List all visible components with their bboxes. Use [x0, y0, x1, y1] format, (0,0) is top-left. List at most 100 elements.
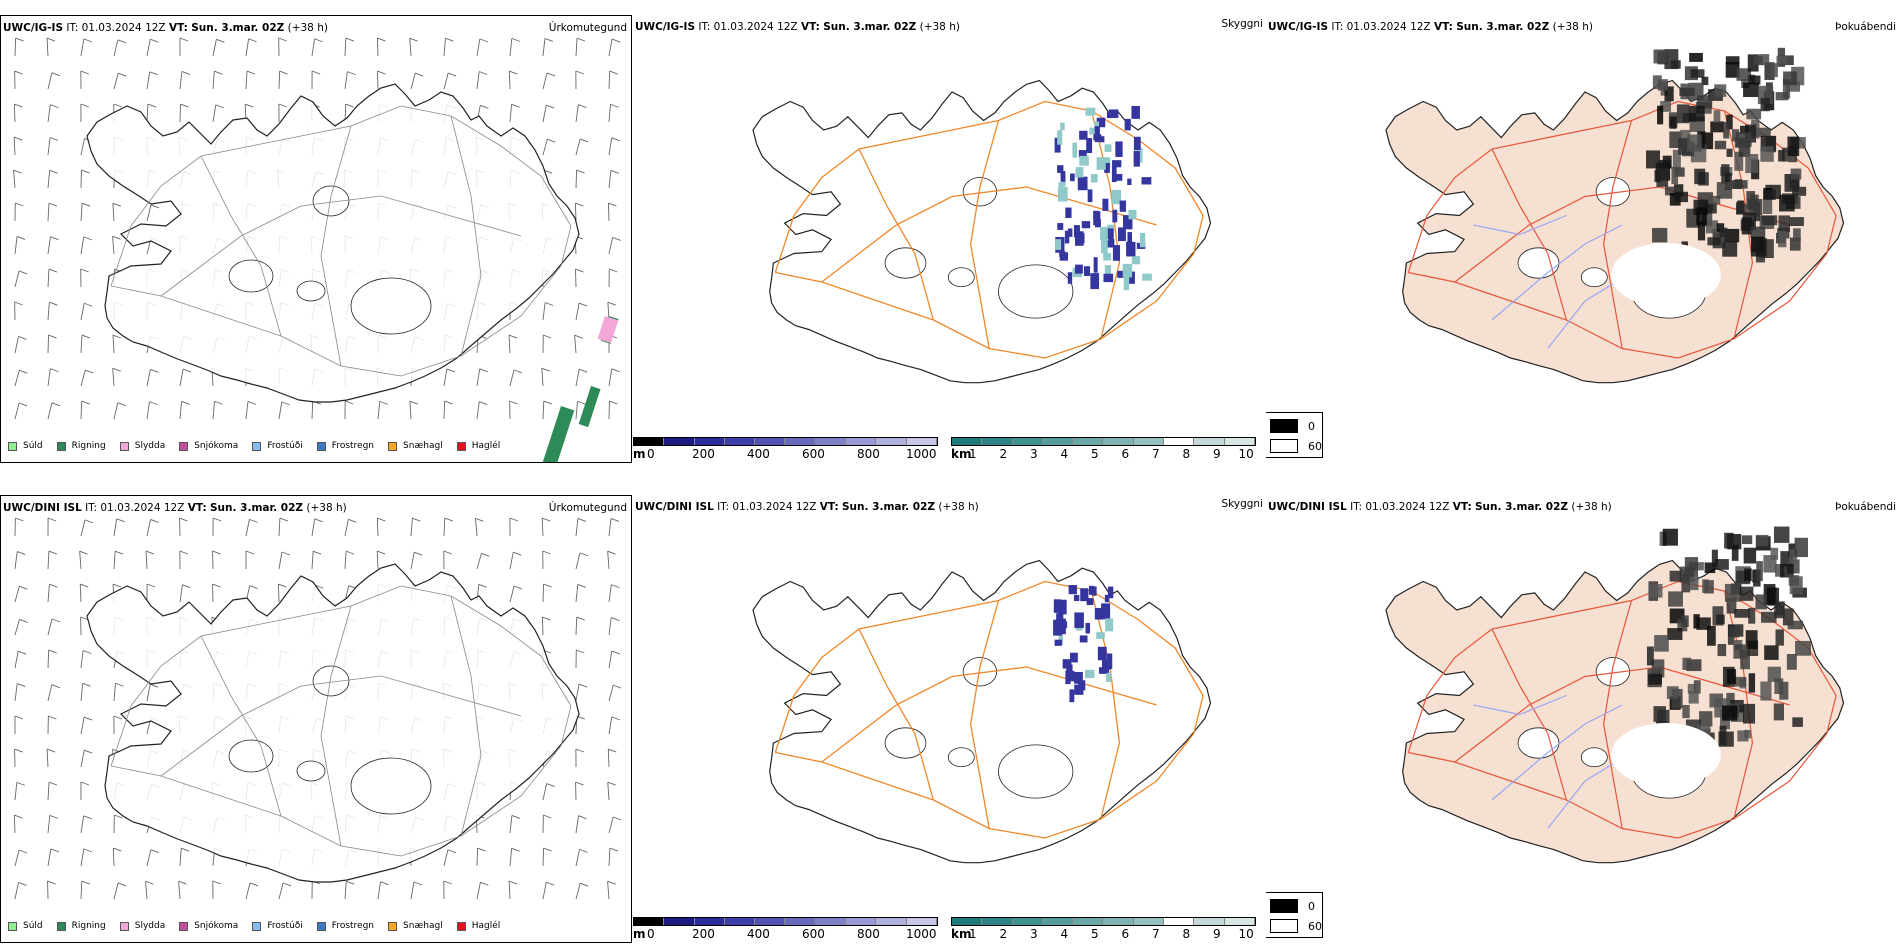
fog-cell — [1748, 673, 1756, 693]
wind-barb — [278, 71, 281, 90]
colorbar-segment — [1224, 918, 1255, 925]
fog-cell — [1726, 148, 1733, 157]
fog-cell — [1682, 704, 1690, 719]
fog-cell — [1660, 101, 1671, 112]
wind-barb — [47, 269, 50, 288]
wind-barb-flag — [607, 781, 616, 786]
wind-barb-flag — [380, 881, 389, 886]
low-visibility-cell — [1112, 245, 1121, 261]
fog-cell — [1731, 129, 1740, 142]
wind-barb-flag — [579, 848, 588, 853]
colorbar-unit: m — [633, 447, 646, 461]
fog-label: 60 — [1308, 439, 1322, 453]
wind-barb — [112, 848, 115, 867]
wind-barb-flag — [578, 683, 588, 688]
wind-barb — [14, 849, 20, 867]
wind-barb-flag — [117, 402, 126, 407]
low-visibility-cell — [1067, 272, 1073, 284]
wind-barb-flag — [345, 37, 354, 42]
wind-barb-flag — [607, 301, 617, 306]
wind-barb-flag — [278, 103, 288, 108]
precip-legend: Súld Rigning Slydda Snjókoma Frostúði Frostre… — [8, 921, 514, 931]
low-visibility-cell — [1085, 622, 1091, 634]
glacier-outline — [312, 665, 350, 697]
fog-cell — [1740, 649, 1750, 670]
fog-cell — [1648, 583, 1663, 598]
wind-barb-flag — [377, 517, 386, 522]
wind-barb — [607, 782, 610, 801]
wind-barb-flag — [14, 715, 24, 720]
fog-cell — [1739, 586, 1754, 601]
wind-barb — [541, 368, 544, 387]
colorbar-tick: 200 — [692, 447, 715, 461]
wind-barb — [443, 38, 446, 57]
road-line — [320, 125, 352, 367]
fog-cell — [1755, 594, 1767, 610]
low-visibility-cell — [1083, 266, 1091, 277]
fog-cell — [1694, 168, 1706, 185]
glacier-outline — [1595, 657, 1631, 687]
fog-cell — [1690, 69, 1705, 78]
panel-header: UWC/IG-IS IT: 01.03.2024 12Z VT: Sun. 3.… — [635, 21, 960, 34]
wind-barb-flag — [543, 814, 552, 819]
wind-barb-flag — [113, 103, 122, 108]
wind-barb-flag — [480, 104, 489, 109]
fog-swatch — [1270, 899, 1298, 913]
wind-barb-flag — [118, 72, 127, 77]
fog-legend-row: 60 — [1270, 439, 1322, 453]
vt-label: VT: — [1452, 501, 1472, 513]
wind-barb — [608, 848, 611, 867]
wind-barb-flag — [579, 368, 588, 373]
wind-barb-flag — [81, 880, 90, 885]
fog-cell — [1780, 55, 1794, 66]
fog-cell — [1688, 691, 1699, 704]
wind-barb-flag — [48, 649, 57, 654]
wind-barb — [608, 816, 614, 834]
fog-cell — [1792, 186, 1807, 196]
fog-cell — [1654, 635, 1669, 652]
low-visibility-cell — [1128, 209, 1137, 220]
colorbar-tick: 9 — [1213, 927, 1221, 941]
low-visibility-cell — [1112, 209, 1118, 223]
low-visibility-cell — [1115, 141, 1123, 157]
fog-cell — [1714, 140, 1727, 150]
wind-barb — [509, 585, 515, 603]
wind-barb — [146, 684, 151, 702]
fog-cell — [1789, 237, 1801, 251]
wind-barb-flag — [50, 236, 59, 241]
wind-barb-flag — [249, 882, 259, 887]
wind-barb — [80, 881, 83, 900]
fog-cell — [1724, 583, 1741, 602]
fog-cell — [1714, 84, 1727, 97]
wind-barb-flag — [150, 204, 160, 209]
wind-barb-flag — [18, 882, 27, 886]
fog-cell — [1792, 717, 1803, 727]
wind-barb-flag — [246, 70, 256, 75]
colorbar-segment — [1042, 918, 1074, 925]
colorbar-unit: km — [951, 927, 972, 941]
wind-barb — [509, 369, 515, 387]
wind-barb — [47, 618, 53, 636]
colorbar-tick: 400 — [747, 447, 770, 461]
wind-barb-flag — [19, 585, 28, 590]
fog-cell — [1760, 97, 1770, 112]
wind-barb-flag — [577, 517, 587, 522]
wind-barb-flag — [83, 815, 92, 820]
wind-barb — [377, 71, 379, 90]
lead-time: (+38 h) — [306, 502, 347, 514]
wind-barb-flag — [609, 268, 618, 273]
fog-label: 0 — [1308, 899, 1315, 913]
fog-cell — [1747, 126, 1757, 136]
vt-value: Sun. 3.mar. 02Z — [823, 21, 917, 33]
low-visibility-cell — [1100, 226, 1109, 241]
wind-barb-flag — [84, 749, 93, 754]
wind-barb — [410, 881, 415, 900]
wind-barb — [47, 137, 51, 156]
wind-barb — [476, 848, 479, 867]
wind-barb — [80, 369, 86, 387]
wind-barb — [344, 38, 347, 57]
legend-label: Frostúði — [267, 921, 303, 931]
wind-barb-flag — [49, 814, 58, 819]
road-line — [200, 155, 282, 337]
wind-barb-flag — [611, 716, 620, 721]
